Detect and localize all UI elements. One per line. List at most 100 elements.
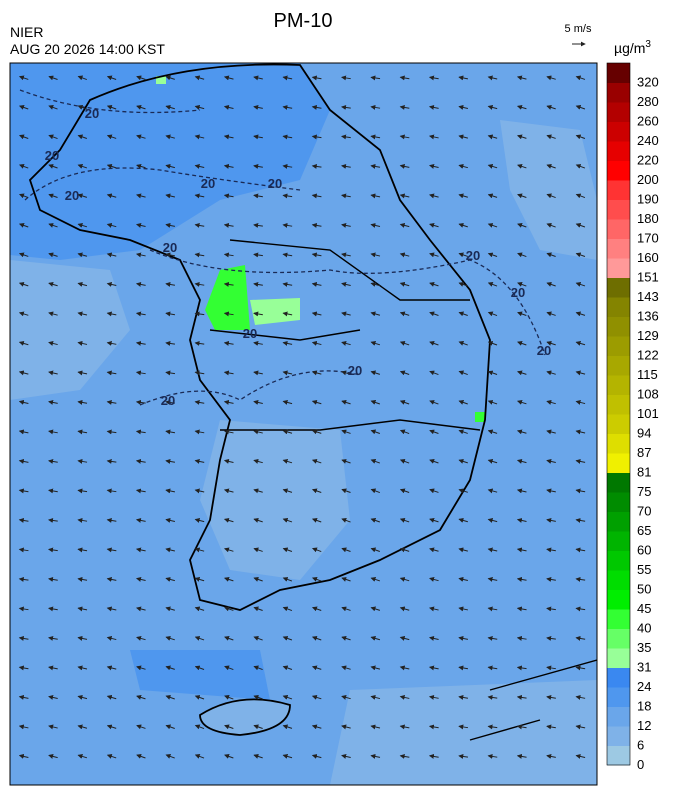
wind-arrow [399,724,410,730]
wind-arrow [311,429,322,435]
contour-label: 20 [65,188,79,203]
wind-arrow [546,75,556,81]
wind-arrow [546,429,556,435]
contour-label: 20 [268,176,282,191]
wind-arrow [18,75,29,81]
unit-sup: 3 [645,39,651,50]
wind-arrow [223,163,234,169]
unit-base: µg/m [614,40,645,56]
colorbar: 0 6 12 18 24 31 35 40 45 50 55 60 65 70 75 81 87 94 101 108… [606,62,659,772]
wind-arrow [546,488,556,494]
wind-arrow [517,400,527,405]
colorbar-segment [607,511,630,532]
wind-arrow [546,753,556,759]
wind-arrow [18,576,29,582]
wind-arrow [253,104,263,110]
wind-arrow [194,163,205,169]
wind-arrow [487,134,498,140]
wind-arrow [18,488,29,494]
wind-arrow [194,724,205,730]
wind-arrow [194,695,205,700]
wind-arrow [77,606,88,612]
wind-arrow [575,399,586,405]
wind-arrow [282,724,293,730]
colorbar-segment [607,472,630,493]
contour-label: 20 [161,393,175,408]
wind-arrow [341,636,351,641]
wind-arrow [106,458,117,464]
colorbar-segment [607,550,630,571]
wind-arrow [136,695,146,700]
wind-arrow [429,341,439,346]
colorbar-label: 115 [637,367,658,382]
wind-arrow [282,252,293,258]
wind-arrow [18,399,29,405]
wind-arrow [282,311,293,317]
colorbar-label: 60 [637,543,651,558]
wind-arrow [48,193,58,199]
wind-arrow [399,577,410,582]
wind-arrow [18,517,29,523]
wind-arrow [48,517,58,523]
wind-arrow [311,636,322,641]
wind-arrow [106,695,117,700]
pm-hotspot [250,298,300,325]
wind-arrow [253,606,263,612]
wind-arrow [282,163,293,169]
wind-arrow [370,606,381,612]
wind-arrow [458,163,468,169]
wind-arrow [224,695,234,700]
wind-arrow [223,488,234,494]
colorbar-label: 136 [637,309,659,324]
wind-arrow [341,488,351,494]
colorbar-label: 6 [637,738,644,753]
wind-arrow [194,606,205,612]
colorbar-label: 190 [637,192,659,207]
wind-arrow [223,222,234,228]
wind-arrow [311,370,322,376]
wind-arrow [517,311,527,317]
wind-arrow [341,252,351,258]
wind-arrow [575,576,586,582]
wind-arrow [487,370,498,376]
wind-arrow [48,724,58,730]
colorbar-label: 320 [637,75,659,90]
wind-arrow [48,429,58,435]
wind-arrow [575,694,586,700]
wind-arrow [165,695,175,700]
wind-arrow [341,281,351,287]
wind-arrow [253,518,263,523]
wind-arrow [546,635,556,641]
wind-arrow [517,164,527,169]
wind-arrow [428,134,439,140]
wind-arrow [18,105,29,110]
wind-arrow [399,665,410,671]
wind-arrow [77,193,88,199]
wind-arrow [370,724,381,730]
wind-arrow [341,104,351,110]
colorbar-segment [607,238,630,259]
colorbar-label: 24 [637,679,651,694]
colorbar-label: 65 [637,523,651,538]
wind-arrow [77,429,88,435]
wind-arrow [341,400,351,405]
wind-arrow [311,252,322,258]
wind-arrow [575,311,586,317]
wind-arrow [253,488,263,494]
wind-arrow [458,311,468,317]
wind-arrow [194,636,205,641]
wind-arrow [487,576,498,582]
wind-arrow [18,753,29,759]
wind-arrow [282,606,293,612]
colorbar-segment [607,277,630,298]
wind-arrow [18,282,29,287]
wind-arrow [458,694,469,700]
wind-arrow [487,282,498,287]
wind-arrow [106,223,117,228]
wind-arrow [429,518,439,523]
wind-arrow [106,164,117,169]
wind-arrow [77,164,88,169]
wind-arrow [253,665,263,671]
wind-arrow [106,488,117,494]
wind-arrow [311,340,322,346]
